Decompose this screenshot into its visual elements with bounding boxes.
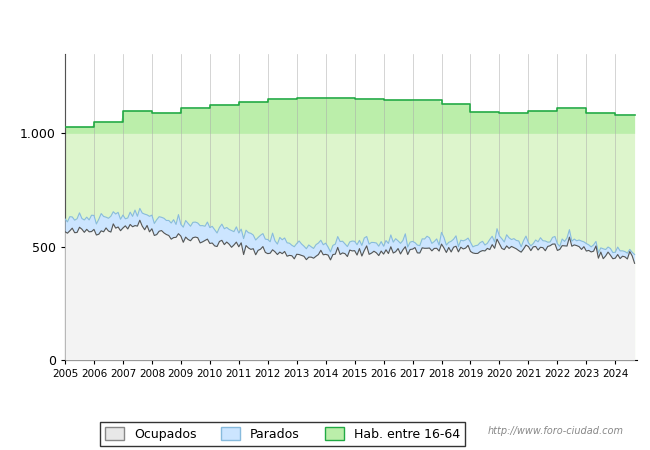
Legend: Ocupados, Parados, Hab. entre 16-64: Ocupados, Parados, Hab. entre 16-64 [100, 422, 465, 446]
Text: http://www.foro-ciudad.com: http://www.foro-ciudad.com [488, 427, 624, 436]
Text: Segura de la Sierra - Evolucion de la poblacion en edad de Trabajar Septiembre d: Segura de la Sierra - Evolucion de la po… [42, 17, 608, 30]
